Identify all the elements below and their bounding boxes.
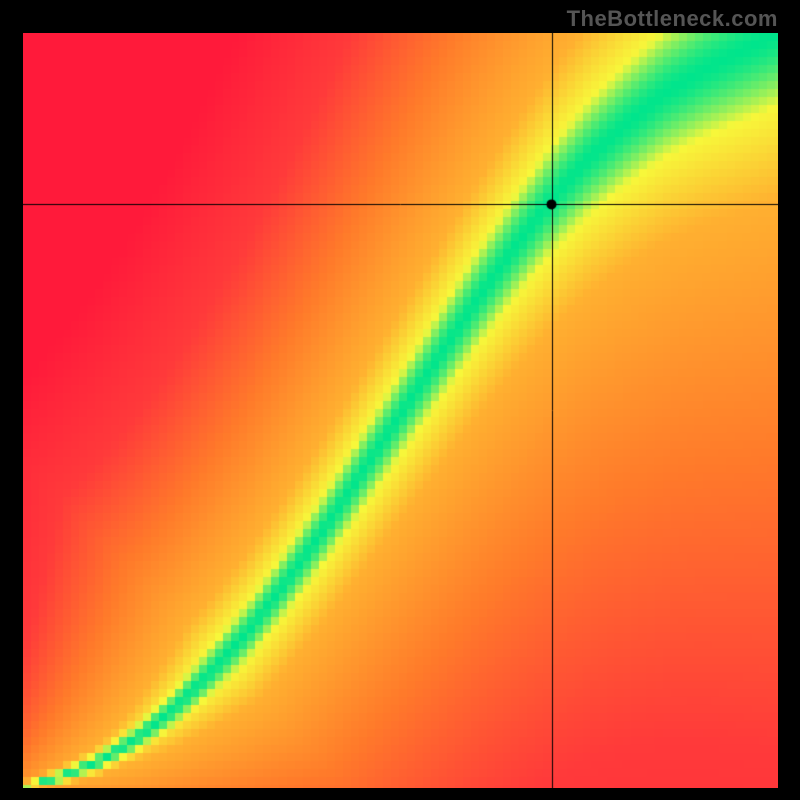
attribution-label: TheBottleneck.com (567, 6, 778, 32)
chart-container: TheBottleneck.com (0, 0, 800, 800)
heatmap-canvas (23, 33, 778, 788)
